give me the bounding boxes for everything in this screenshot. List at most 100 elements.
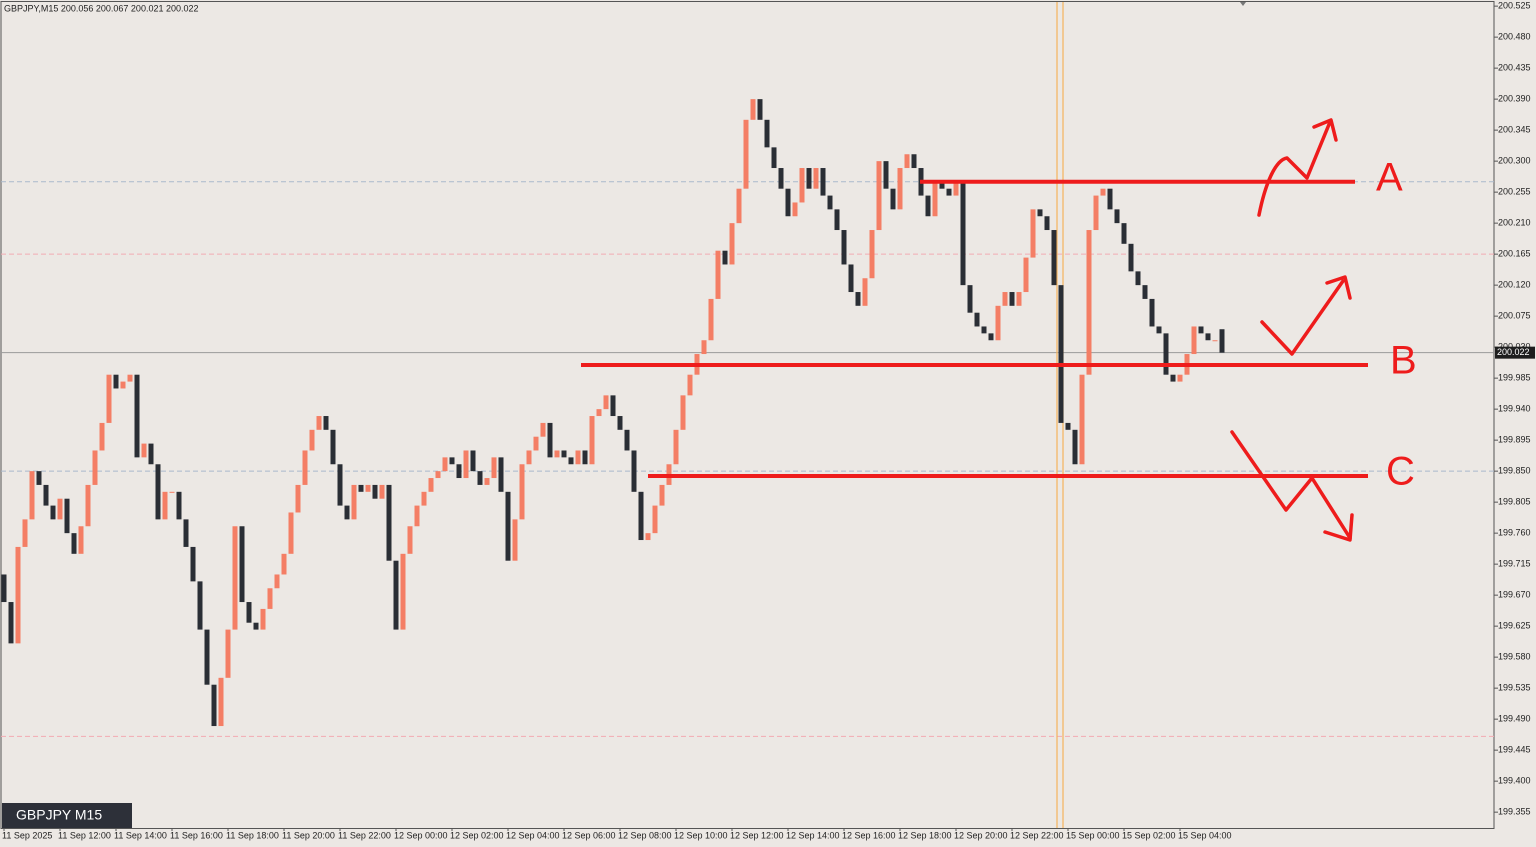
candle-body <box>29 471 35 520</box>
candle-body <box>365 484 371 492</box>
y-tick-label: 199.805 <box>1498 497 1531 507</box>
y-tick-label: 200.525 <box>1498 1 1531 11</box>
symbol-badge-text: GBPJPY M15 <box>16 807 102 823</box>
candle-body <box>960 181 966 286</box>
candle-body <box>855 292 861 306</box>
candle-body <box>1219 329 1225 353</box>
x-tick-label: 15 Sep 00:00 <box>1066 830 1120 840</box>
candle-body <box>393 560 399 630</box>
candle-body <box>239 526 245 603</box>
candle-body <box>71 533 77 554</box>
candle-body <box>568 457 574 465</box>
candle-body <box>806 168 812 189</box>
candle-body <box>64 498 70 534</box>
candle-body <box>603 395 609 410</box>
candle-body <box>442 457 448 472</box>
candle-body <box>127 374 133 382</box>
candle-body <box>386 484 392 561</box>
x-tick-label: 12 Sep 20:00 <box>954 830 1008 840</box>
y-tick-label: 199.715 <box>1498 559 1531 569</box>
candle-body <box>372 484 378 499</box>
candle-body <box>505 491 511 561</box>
candle-body <box>477 471 483 485</box>
candle-body <box>225 629 231 678</box>
candle-body <box>22 519 28 547</box>
symbol-badge <box>2 803 132 828</box>
x-tick-label: 11 Sep 16:00 <box>170 830 223 840</box>
candle-body <box>533 436 539 451</box>
candle-body <box>967 285 973 313</box>
y-tick-label: 200.435 <box>1498 63 1531 73</box>
x-tick-label: 15 Sep 04:00 <box>1178 830 1232 840</box>
candle-body <box>659 484 665 506</box>
candles <box>1 99 1225 727</box>
candle-body <box>701 340 707 355</box>
candle-body <box>176 491 182 520</box>
candle-body <box>232 526 238 630</box>
candle-body <box>743 119 749 189</box>
candle-body <box>1009 292 1015 306</box>
candle-body <box>1037 209 1043 217</box>
candle-body <box>680 395 686 430</box>
candle-body <box>1121 223 1127 244</box>
candle-body <box>687 374 693 396</box>
candle-body <box>57 498 63 520</box>
candle-body <box>932 181 938 217</box>
candle-body <box>358 484 364 492</box>
candle-body <box>162 491 168 520</box>
plot-frame <box>0 1 1495 829</box>
candle-body <box>351 484 357 520</box>
candle-body <box>708 298 714 341</box>
candle-body <box>988 333 994 341</box>
candle-body <box>106 374 112 423</box>
candle-body <box>904 154 910 169</box>
candle-body <box>1177 374 1183 382</box>
candle-body <box>890 188 896 210</box>
x-tick-label: 12 Sep 02:00 <box>450 830 504 840</box>
candle-body <box>1016 292 1022 306</box>
candle-body <box>834 209 840 231</box>
y-tick-label: 199.940 <box>1498 404 1531 414</box>
x-tick-label: 11 Sep 22:00 <box>338 830 391 840</box>
y-tick-label: 200.030 <box>1498 342 1531 352</box>
y-tick-label: 199.355 <box>1498 807 1531 817</box>
candle-body <box>757 99 763 120</box>
x-tick-label: 12 Sep 00:00 <box>394 830 448 840</box>
candle-body <box>1093 195 1099 231</box>
candle-body <box>771 147 777 169</box>
y-tick-label: 200.120 <box>1498 280 1531 290</box>
candle-body <box>1114 209 1120 224</box>
candle-body <box>183 519 189 547</box>
candle-body <box>1051 230 1057 286</box>
candle-body <box>155 464 161 520</box>
y-tick-label: 200.075 <box>1498 311 1531 321</box>
candle-body <box>673 429 679 465</box>
candle-body <box>722 250 728 265</box>
arrow-head <box>1325 275 1352 300</box>
x-tick-label: 12 Sep 08:00 <box>618 830 672 840</box>
candle-body <box>862 278 868 306</box>
arrow-up-a <box>1257 120 1332 217</box>
candle-body <box>1128 243 1134 272</box>
candle-body <box>148 443 154 465</box>
candle-body <box>1149 298 1155 327</box>
candle-body <box>428 478 434 492</box>
candle-body <box>400 553 406 630</box>
candle-body <box>750 99 756 120</box>
candle-body <box>1170 374 1176 382</box>
candle-body <box>78 526 84 554</box>
x-tick-label: 11 Sep 18:00 <box>226 830 279 840</box>
candle-body <box>869 230 875 279</box>
candle-body <box>778 168 784 189</box>
candle-body <box>456 464 462 479</box>
candle-body <box>281 553 287 575</box>
x-tick-label: 11 Sep 2025 <box>2 830 52 840</box>
level-label: A <box>1376 155 1403 199</box>
candle-body <box>449 457 455 465</box>
candle-body <box>582 450 588 465</box>
candle-body <box>204 629 210 685</box>
candle-body <box>1030 209 1036 258</box>
candle-body <box>295 484 301 513</box>
candle-body <box>519 464 525 520</box>
